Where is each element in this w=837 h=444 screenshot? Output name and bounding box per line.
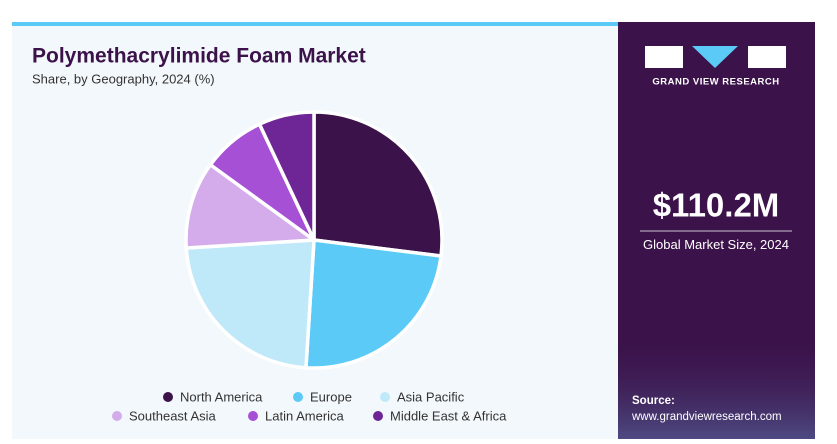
logo bbox=[645, 46, 786, 68]
chart-title: Polymethacrylimide Foam Market bbox=[32, 45, 366, 68]
legend-swatch bbox=[112, 411, 122, 421]
source-url: www.grandviewresearch.com bbox=[631, 411, 782, 423]
pie-slice bbox=[184, 162, 319, 250]
legend-label: Southeast Asia bbox=[129, 408, 216, 423]
chart-subtitle: Share, by Geography, 2024 (%) bbox=[32, 71, 215, 86]
legend-swatch bbox=[293, 392, 303, 402]
legend-swatch bbox=[380, 392, 390, 402]
legend-swatch bbox=[248, 411, 258, 421]
pie-slice bbox=[184, 238, 316, 370]
legend-swatch bbox=[373, 411, 383, 421]
market-label: Global Market Size, 2024 bbox=[643, 237, 789, 252]
legend-swatch bbox=[163, 392, 173, 402]
pie-slice bbox=[312, 110, 444, 258]
source-label: Source: bbox=[632, 395, 675, 407]
top-accent bbox=[12, 22, 618, 26]
pie-slice bbox=[257, 110, 316, 241]
market-label-box: Global Market Size, 2024 bbox=[643, 237, 789, 252]
brand: GRAND VIEW RESEARCH bbox=[652, 77, 779, 88]
pie-slice bbox=[304, 238, 443, 370]
legend-label: Asia Pacific bbox=[397, 389, 465, 404]
sidebar-texture bbox=[618, 330, 815, 439]
legend-label: North America bbox=[180, 389, 263, 404]
legend-label: Latin America bbox=[265, 408, 345, 423]
legend-label: Europe bbox=[310, 389, 352, 404]
legend-label: Middle East & Africa bbox=[390, 408, 507, 423]
market-size: $110.2M bbox=[653, 187, 780, 224]
